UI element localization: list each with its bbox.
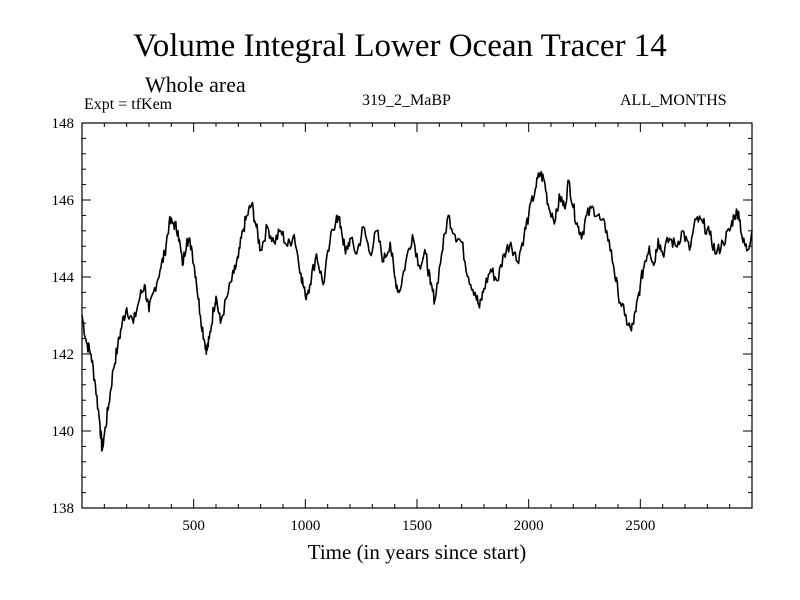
y-tick-label: 140 bbox=[52, 424, 75, 440]
chart-title: Volume Integral Lower Ocean Tracer 14 bbox=[133, 28, 667, 64]
y-tick-label: 146 bbox=[52, 193, 75, 209]
x-tick-label: 2000 bbox=[514, 518, 544, 534]
months-label: ALL_MONTHS bbox=[620, 92, 727, 109]
x-axis-label: Time (in years since start) bbox=[307, 540, 527, 564]
plot-frame bbox=[81, 122, 753, 509]
y-tick-label: 144 bbox=[52, 270, 75, 286]
y-tick-label: 148 bbox=[52, 116, 75, 132]
y-tick-label: 142 bbox=[52, 347, 75, 363]
x-tick-label: 1500 bbox=[402, 518, 432, 534]
experiment-label: Expt = tfKem bbox=[84, 96, 173, 113]
y-tick-label: 138 bbox=[52, 501, 75, 517]
x-tick-label: 2500 bbox=[625, 518, 655, 534]
x-tick-label: 500 bbox=[182, 518, 205, 534]
series-line bbox=[81, 170, 753, 452]
x-tick-label: 1000 bbox=[290, 518, 320, 534]
chart-subtitle: Whole area bbox=[145, 72, 246, 97]
run-label: 319_2_MaBP bbox=[362, 92, 451, 109]
